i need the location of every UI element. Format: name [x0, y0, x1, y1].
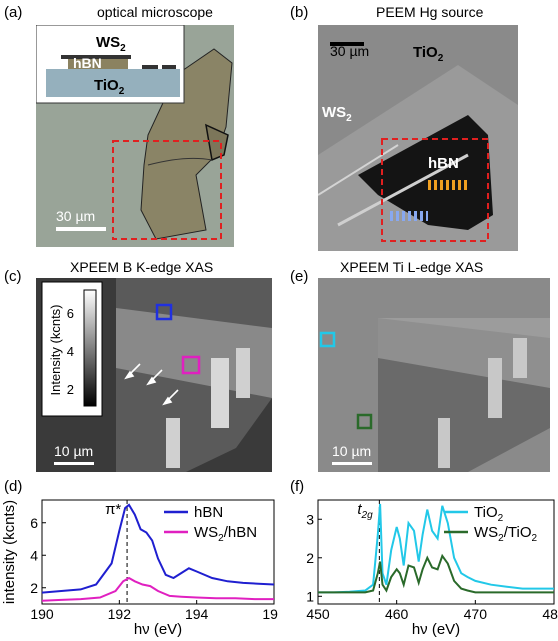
x-axis-label: hν (eV): [134, 621, 182, 638]
scale-bar: [56, 227, 106, 231]
xpeem-ti-ledge-image: 10 µm: [318, 278, 550, 472]
panel-b-label: (b): [290, 4, 309, 21]
x-tick-label: 460: [385, 606, 409, 622]
scale-bar: [54, 462, 94, 465]
legend-label: WS2/hBN: [194, 524, 257, 544]
scale-bar-label: 30 µm: [330, 43, 369, 59]
x-tick-label: 480: [542, 606, 558, 622]
y-tick-label: 6: [30, 515, 38, 531]
tio2-label: TiO2: [413, 44, 444, 64]
inset-ws2-label: WS2: [96, 34, 126, 54]
region-box: [381, 138, 489, 242]
y-tick-label: 2: [30, 580, 38, 596]
peem-hg-image: 30 µm TiO2 WS2 hBN: [318, 25, 518, 251]
x-tick-label: 450: [306, 606, 330, 622]
plot-frame: [41, 499, 275, 605]
scale-bar-label: 10 µm: [332, 443, 371, 459]
panel-b-title: PEEM Hg source: [376, 4, 484, 20]
colorbar-tick: 4: [67, 344, 74, 359]
panel-e-title: XPEEM Ti L-edge XAS: [340, 259, 484, 275]
plot-frame: [317, 499, 555, 605]
panel-e-label: (e): [290, 268, 309, 285]
y-tick-label: 1: [306, 588, 314, 604]
legend-label: hBN: [194, 504, 223, 521]
series-line-0: [318, 503, 554, 594]
scale-bar-label: 30 µm: [56, 208, 95, 224]
scale-bar: [330, 42, 364, 46]
colorbar: 6 4 2 Intensity (kcnts): [41, 281, 103, 417]
panel-f-label: (f): [290, 478, 305, 495]
scale-bar-label: 10 µm: [54, 443, 93, 459]
panel-c-label: (c): [4, 268, 22, 285]
inset-tio2-label: TiO2: [94, 77, 125, 97]
roi-ws2-hbn: [181, 355, 201, 375]
y-tick-label: 3: [306, 511, 314, 527]
peak-annotation: t2g: [357, 501, 373, 521]
colorbar-tick: 2: [67, 382, 74, 397]
chart-d: 190 192 194 196 2 4 6 hν (eV) intensity (kcnts) π…: [1, 499, 278, 638]
series-line-0: [41, 503, 275, 594]
inset-hbn-label: hBN: [73, 55, 102, 71]
peak-annotation: π*: [105, 501, 121, 518]
panel-a-title: optical microscope: [97, 4, 213, 20]
xpeem-b-kedge-image: 6 4 2 Intensity (kcnts) 10 µm: [36, 278, 272, 472]
y-tick-label: 2: [306, 550, 314, 566]
x-tick-label: 470: [464, 606, 488, 622]
y-tick-label: 4: [30, 547, 38, 563]
series-line-1: [41, 576, 274, 602]
layer-inset: WS2 hBN TiO2: [36, 25, 185, 104]
panel-c-title: XPEEM B K-edge XAS: [70, 259, 214, 275]
legend-label: TiO2: [474, 504, 504, 524]
hbn-label: hBN: [428, 155, 459, 172]
colorbar-label: Intensity (kcnts): [48, 304, 63, 395]
x-tick-label: 190: [30, 606, 54, 622]
x-tick-label: 196: [262, 606, 278, 622]
x-tick-label: 194: [185, 606, 209, 622]
ws2-label: WS2: [322, 104, 352, 124]
scale-bar: [332, 462, 372, 465]
roi-hbn: [155, 303, 173, 321]
y-axis-label: intensity (kcnts): [1, 500, 18, 604]
panel-d-label: (d): [4, 478, 23, 495]
legend-label: WS2/TiO2: [474, 524, 538, 544]
region-box: [112, 140, 222, 240]
series-line-1: [318, 553, 554, 594]
roi-tio2: [319, 331, 336, 348]
panel-a-label: (a): [4, 4, 23, 21]
x-axis-label: hν (eV): [412, 621, 460, 638]
roi-ws2-tio2: [356, 413, 373, 430]
colorbar-tick: 6: [67, 306, 74, 321]
arrows: [124, 363, 179, 406]
x-tick-label: 192: [108, 606, 132, 622]
optical-microscope-image: WS2 hBN TiO2 30 µm: [36, 25, 234, 247]
